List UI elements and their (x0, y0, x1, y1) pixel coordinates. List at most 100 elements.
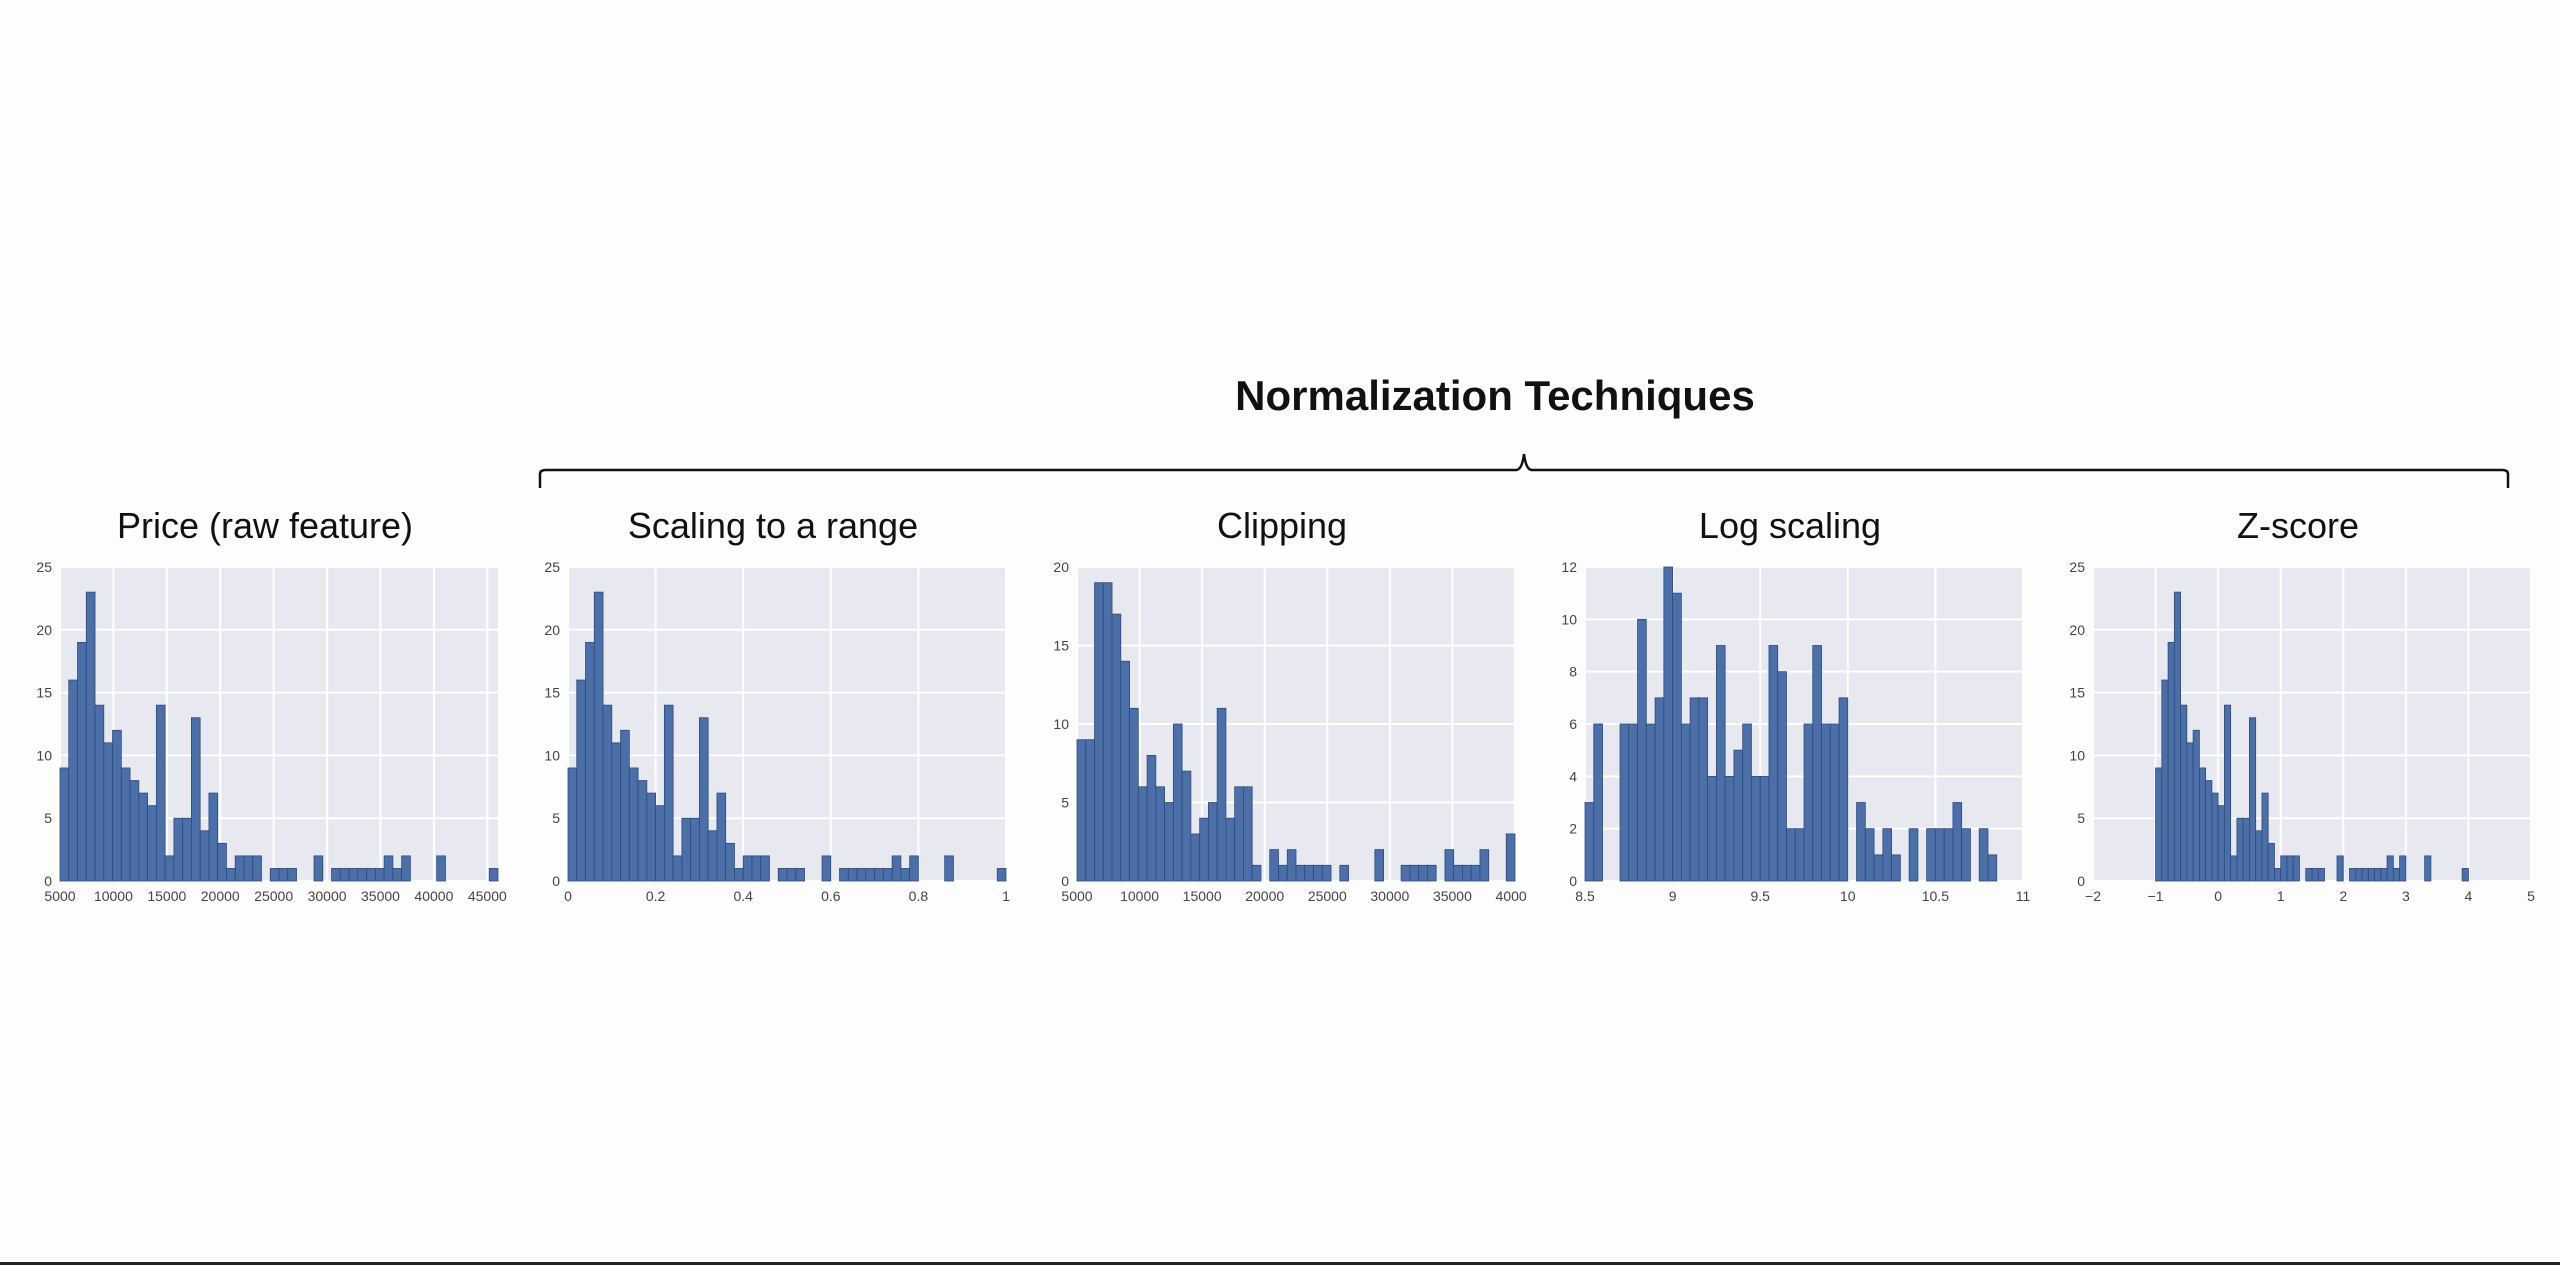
histogram-bar (1146, 754, 1157, 882)
histogram-bar (734, 868, 744, 882)
histogram-bar (2242, 817, 2250, 882)
histogram-bar (760, 855, 770, 882)
x-tick-label: 9 (1669, 888, 1677, 904)
x-tick-label: 11 (2016, 888, 2031, 904)
histogram-bar (2180, 704, 2188, 882)
y-tick-label: 25 (36, 559, 52, 575)
histogram-bar (909, 855, 919, 882)
histogram-bar (1129, 707, 1139, 882)
histogram-bar (2167, 641, 2175, 882)
histogram-bar (1768, 645, 1779, 882)
histogram-bar (1803, 723, 1814, 882)
histogram-bar (2211, 792, 2219, 882)
histogram-bar (1102, 582, 1113, 882)
histogram-bar (2349, 868, 2357, 882)
histogram-bar (1812, 645, 1822, 882)
histogram-bar (1952, 802, 1963, 882)
x-tick-label: 40000 (1496, 888, 1527, 904)
histogram-bar (1672, 592, 1682, 882)
x-tick-label: 20000 (1245, 888, 1284, 904)
histogram-bar (1680, 723, 1691, 882)
histogram-bar (331, 868, 341, 882)
histogram-bar (2399, 855, 2407, 882)
histogram-bar (1777, 671, 1787, 882)
x-tick-label: 40000 (414, 888, 453, 904)
y-tick-label: 2 (1569, 821, 1577, 837)
histogram-bar (1462, 864, 1472, 882)
histogram-bar (1418, 864, 1428, 882)
chart-title: Price (raw feature) (116, 505, 414, 546)
x-tick-label: 0 (564, 888, 572, 904)
histogram-bar (2367, 868, 2375, 882)
histogram-bar (1225, 817, 1236, 882)
y-tick-label: 6 (1569, 716, 1577, 732)
histogram-bar (1295, 864, 1306, 882)
histogram-bar (1479, 849, 1490, 882)
y-tick-label: 12 (1561, 559, 1577, 575)
histogram-bar (2424, 855, 2432, 882)
histogram-bar (891, 855, 902, 882)
histogram-bar (996, 868, 1007, 882)
histogram-bar (1278, 864, 1288, 882)
histogram-bar (856, 868, 867, 882)
histogram-bar (2305, 868, 2313, 882)
y-tick-label: 4 (1569, 768, 1577, 784)
chart-title: Log scaling (1698, 505, 1882, 546)
histogram-bar (1829, 723, 1840, 882)
x-tick-label: 35000 (361, 888, 400, 904)
x-tick-label: 3 (2402, 888, 2410, 904)
histogram-bar (900, 868, 911, 882)
histogram-bar (1751, 775, 1761, 882)
histogram-bar (269, 868, 280, 882)
histogram-bar (2192, 729, 2200, 882)
histogram-bar (690, 817, 700, 882)
y-tick-label: 5 (44, 810, 52, 826)
histogram-clipping: 5000 10000 15000 20000 25000 30000 35000 40000 0… (1053, 559, 1527, 904)
histogram-bar (2355, 868, 2363, 882)
x-tick-label: 30000 (1370, 888, 1409, 904)
histogram-bar (1961, 828, 1971, 882)
x-tick-label: 25000 (1308, 888, 1347, 904)
histogram-bar (313, 855, 324, 882)
histogram-bar (1286, 849, 1297, 882)
histogram-bar (1593, 723, 1603, 882)
histogram-bar (1313, 864, 1323, 882)
histogram-bar (2280, 855, 2288, 882)
y-tick-label: 15 (1053, 638, 1069, 654)
x-tick-label: 0.2 (646, 888, 666, 904)
histogram-bar (147, 805, 157, 882)
histogram-bar (1821, 723, 1831, 882)
histogram-bar (1689, 697, 1700, 882)
y-tick-label: 15 (36, 685, 52, 701)
y-tick-label: 10 (1053, 716, 1069, 732)
histogram-bar (392, 868, 403, 882)
histogram-bar (488, 868, 499, 882)
histogram-bar (383, 855, 394, 882)
histogram-bar (1663, 566, 1673, 882)
histogram-bar (1934, 828, 1945, 882)
histogram-bar (2186, 742, 2194, 882)
histogram-bar (944, 855, 954, 882)
x-tick-label: 9.5 (1750, 888, 1770, 904)
histogram-bar (2255, 830, 2263, 882)
y-tick-label: 0 (1569, 873, 1577, 889)
histogram-bar (751, 855, 762, 882)
histogram-bar (1733, 749, 1744, 882)
histogram-bar (1794, 828, 1805, 882)
histogram-bar (1654, 697, 1665, 882)
histogram-bar (1707, 775, 1717, 882)
x-tick-label: 1 (1002, 888, 1010, 904)
histogram-bar (1269, 849, 1279, 882)
x-tick-label: 0.4 (733, 888, 753, 904)
x-tick-label: 10000 (94, 888, 133, 904)
histogram-bar (94, 704, 105, 882)
y-tick-label: 0 (552, 873, 560, 889)
histogram-bar (1243, 786, 1253, 882)
histogram-bar (698, 717, 709, 882)
y-tick-label: 0 (1061, 873, 1069, 889)
x-tick-label: 5000 (1061, 888, 1092, 904)
x-tick-label: −1 (2148, 888, 2164, 904)
y-tick-label: 5 (1061, 795, 1069, 811)
y-tick-label: 25 (2069, 559, 2085, 575)
histogram-price-raw: 5000 10000 15000 20000 25000 30000 35000 40000 4… (36, 559, 507, 904)
